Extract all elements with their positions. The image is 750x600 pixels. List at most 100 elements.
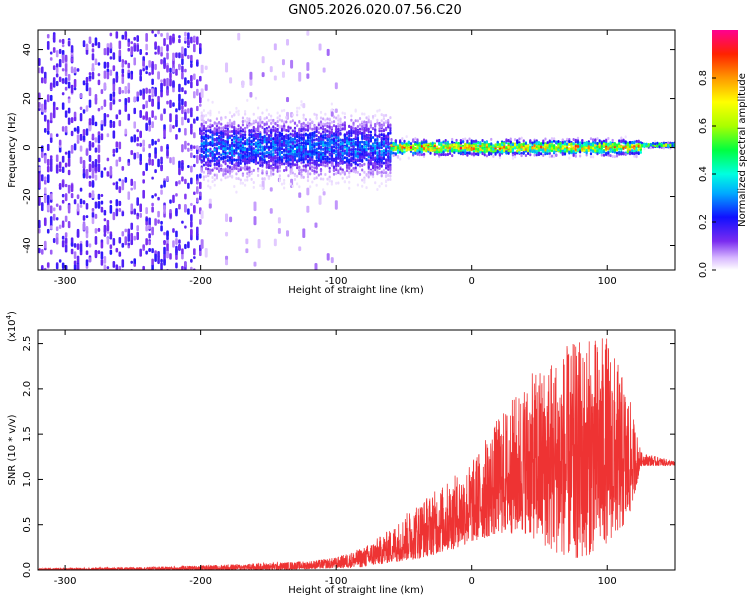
spectrogram-cell [315, 147, 318, 151]
spectrogram-cell [106, 68, 110, 73]
spectrogram-cell [235, 172, 238, 176]
spectrogram-cell [181, 72, 184, 80]
spectrogram-cell [230, 156, 234, 160]
spectrogram-cell [181, 105, 184, 110]
spectrogram-cell [285, 168, 288, 172]
spectrogram-cell [257, 169, 260, 173]
spectrogram-cell [151, 121, 154, 129]
spectrogram-cell [46, 158, 50, 167]
spectrogram-cell [298, 130, 301, 134]
spectrogram-cell [215, 150, 219, 154]
spectrogram-cell [380, 143, 383, 147]
spectrogram-cell [399, 143, 402, 147]
spectrogram-cell [371, 115, 375, 119]
spectrogram-cell [387, 158, 390, 162]
spectrogram-cell [330, 134, 333, 138]
spectrogram-cell [298, 72, 302, 82]
spectrogram-cell [477, 153, 480, 157]
spectrogram-cell [483, 153, 486, 157]
spectrogram-cell [451, 143, 454, 147]
spectrogram-cell [142, 265, 145, 270]
spectrogram-cell [94, 228, 98, 234]
spectrogram-cell [230, 144, 234, 148]
spectrogram-cell [151, 93, 154, 98]
spectrogram-cell [392, 146, 395, 150]
spectrogram-cell [361, 152, 364, 156]
spectrogram-cell [341, 176, 344, 180]
spectrogram-cell [220, 126, 223, 130]
spectrogram-cell [67, 40, 71, 47]
spectrogram-cell [382, 169, 385, 173]
spectrogram-cell [322, 161, 325, 165]
spectrogram-cell [228, 149, 232, 153]
spectrogram-cell [529, 149, 532, 153]
spectrogram-cell [286, 230, 290, 237]
spectrogram-cell [280, 132, 284, 136]
spectrogram-cell [358, 130, 362, 134]
spectrogram-cell [224, 129, 227, 133]
spectrogram-cell [55, 63, 59, 68]
spectrogram-cell [281, 71, 285, 78]
spectrogram-cell [207, 125, 210, 129]
spectrogram-cell [204, 247, 208, 258]
spectrogram-cell [396, 155, 400, 159]
spectrogram-cell [343, 172, 346, 176]
spectrogram-cell [82, 160, 86, 169]
spectrogram-cell [380, 158, 383, 162]
spectrogram-cell [289, 149, 292, 153]
spectrogram-cell [356, 183, 359, 187]
spectrogram-cell [367, 172, 370, 176]
spectrogram-cell [300, 100, 303, 104]
spectrogram-cell [55, 67, 59, 74]
spectrogram-cell [348, 158, 351, 162]
spectrogram-cell [348, 138, 351, 142]
spectrogram-cell [306, 160, 310, 164]
spectrogram-cell [429, 151, 432, 155]
spectrogram-cell [178, 203, 181, 210]
spectrogram-cell [213, 156, 216, 160]
spectrogram-cell [64, 110, 68, 118]
spectrogram-cell [446, 144, 449, 148]
spectrogram-cell [88, 163, 92, 173]
spectrogram-cell [82, 200, 86, 205]
spectrogram-cell [248, 142, 251, 146]
spectrogram-cell [40, 202, 44, 212]
spectrogram-cell [389, 123, 392, 127]
spectrogram-cell [226, 121, 229, 125]
spectrogram-cell [507, 149, 510, 153]
spectrogram-cell [73, 67, 77, 74]
spectrogram-cell [287, 142, 290, 146]
spectrogram-cell [91, 71, 95, 80]
spectrogram-cell [97, 79, 101, 86]
spectrogram-cell [190, 258, 193, 263]
spectrogram-cell [356, 170, 359, 174]
spectrogram-cell [272, 153, 275, 157]
spectrogram-cell [291, 158, 294, 162]
spectrogram-cell [522, 139, 525, 143]
spectrogram-cell [220, 178, 223, 182]
spectrogram-cell [546, 146, 549, 150]
spectrogram-cell [286, 97, 290, 103]
spectrogram-cell [367, 170, 370, 174]
spectrogram-cell [328, 134, 331, 138]
spectrogram-cell [420, 153, 423, 157]
spectrogram-cell [55, 73, 59, 78]
spectrogram-cell [136, 136, 139, 142]
spectrogram-cell [118, 200, 122, 206]
spectrogram-cell [483, 143, 486, 147]
spectrogram-cell [61, 54, 65, 64]
spectrogram-cell [166, 176, 169, 182]
spectrogram-cell [311, 180, 314, 184]
spectrogram-cell [133, 44, 137, 52]
spectrogram-cell [367, 159, 370, 163]
spectrogram-cell [306, 150, 310, 154]
spectrogram-cell [414, 151, 417, 155]
spectrogram-cell [267, 129, 271, 133]
spectrogram-cell [67, 221, 71, 229]
spectrogram-cell [130, 149, 134, 156]
spectrogram-cell [73, 243, 77, 248]
spectrogram-cell [252, 112, 255, 116]
spectrogram-cell [85, 49, 89, 55]
spectrogram-cell [313, 112, 316, 116]
